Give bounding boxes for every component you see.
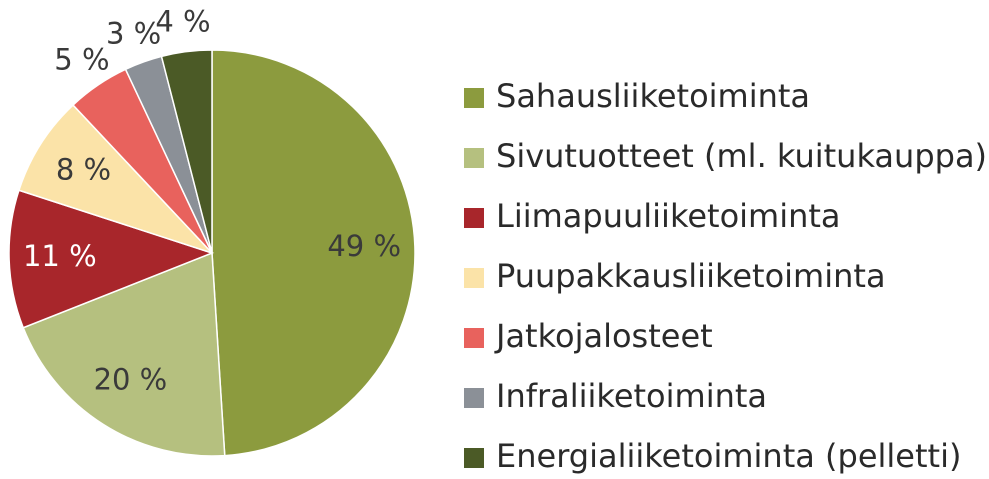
data-label: 49 % bbox=[327, 229, 401, 263]
pie-slice bbox=[211, 49, 416, 457]
data-label: 20 % bbox=[94, 363, 168, 397]
legend-label: Sivutuotteet (ml. kuitukauppa) bbox=[496, 137, 987, 175]
legend-swatch bbox=[464, 388, 484, 408]
legend-label: Jatkojalosteet bbox=[494, 317, 713, 355]
data-label: 8 % bbox=[56, 152, 111, 186]
legend-swatch bbox=[464, 328, 484, 348]
legend-swatch bbox=[464, 88, 484, 108]
legend-label: Puupakkausliiketoiminta bbox=[496, 257, 886, 295]
legend-label: Energialiiketoiminta (pelletti) bbox=[496, 437, 961, 475]
pie-slice bbox=[22, 251, 226, 457]
data-label: 5 % bbox=[54, 43, 109, 77]
legend-swatch bbox=[464, 268, 484, 288]
data-label: 4 % bbox=[155, 4, 210, 38]
legend-swatch bbox=[464, 448, 484, 468]
legend-swatch bbox=[464, 208, 484, 228]
data-label: 11 % bbox=[23, 239, 97, 273]
legend-label: Liimapuuliiketoiminta bbox=[496, 197, 841, 235]
legend-label: Sahausliiketoiminta bbox=[496, 77, 810, 115]
legend-swatch bbox=[464, 148, 484, 168]
pie-slice bbox=[8, 189, 215, 329]
data-label: 3 % bbox=[106, 16, 161, 50]
pie-slice bbox=[160, 49, 213, 254]
legend-label: Infraliiketoiminta bbox=[496, 377, 767, 415]
pie-slice bbox=[17, 103, 213, 254]
